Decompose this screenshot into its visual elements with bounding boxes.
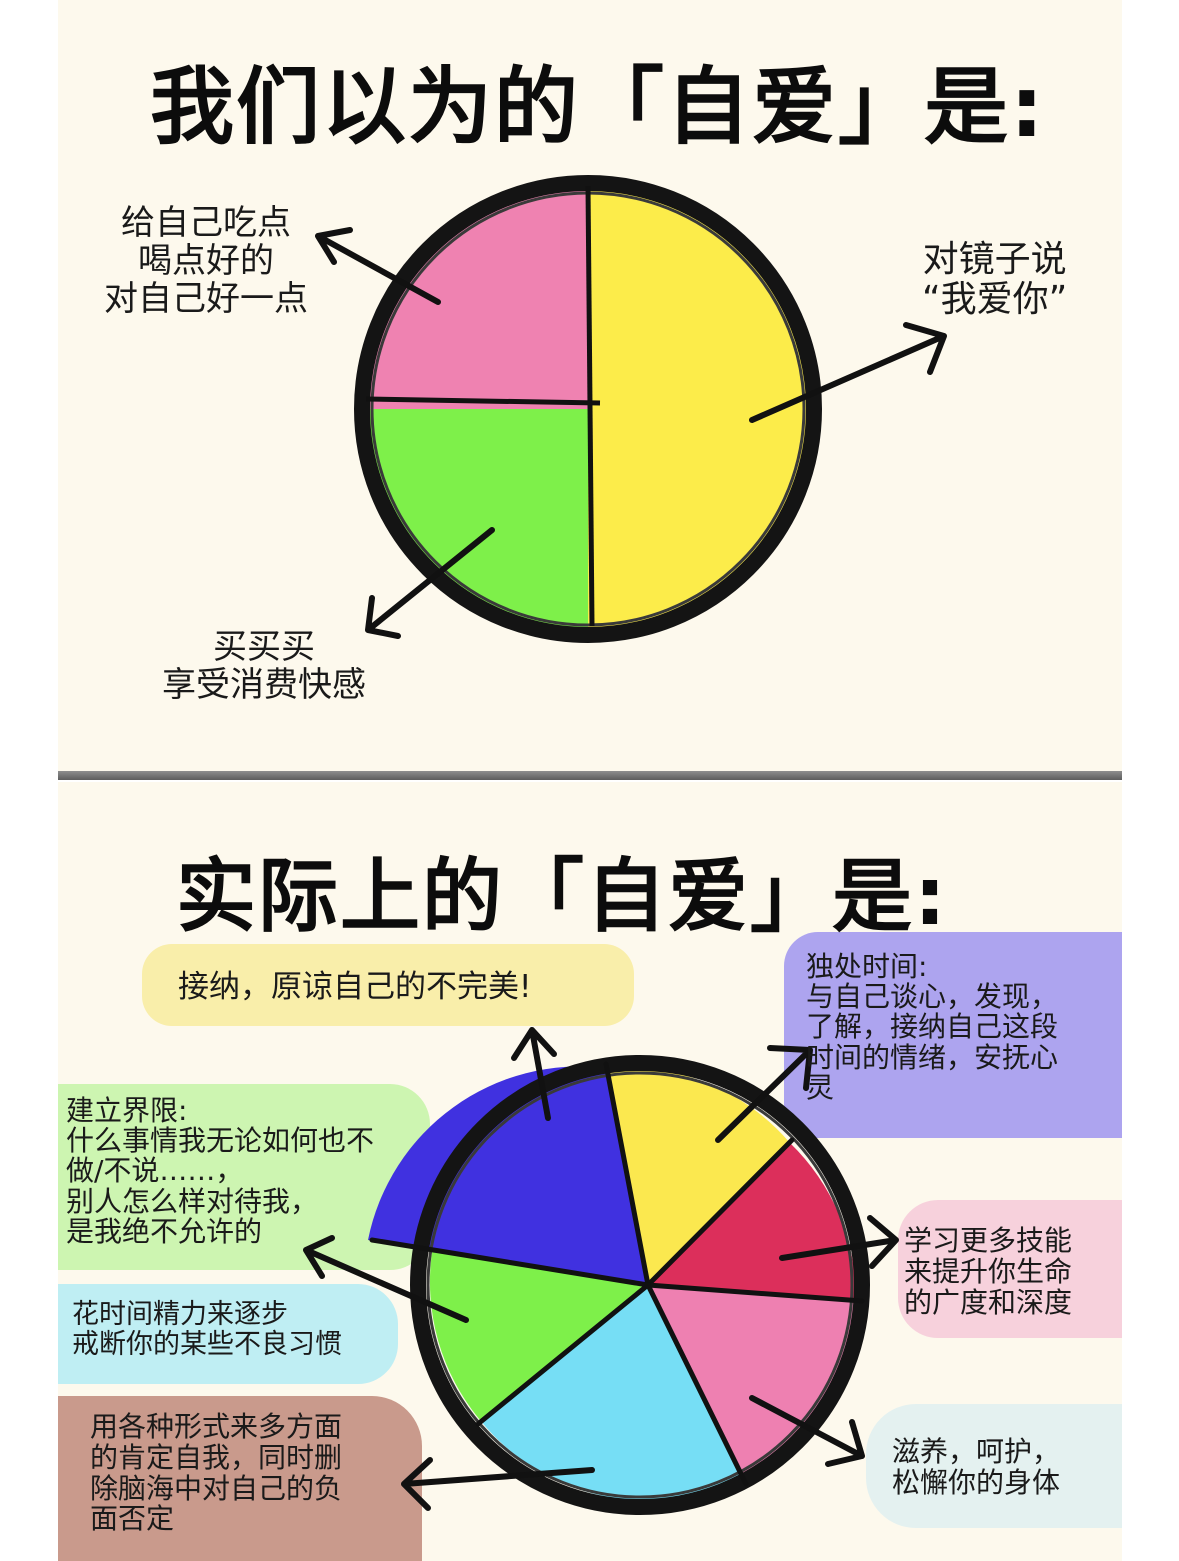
- bottom-divider-6: [369, 1237, 651, 1288]
- label-accept: 接纳，原谅自己的不完美!: [178, 969, 532, 1005]
- pie-segment-blue: [368, 1066, 648, 1285]
- bottom-divider-3: [645, 1282, 865, 1304]
- arrow-affirm: [401, 1457, 595, 1511]
- arrow-mirror: [749, 322, 947, 423]
- habits-box: [58, 1284, 398, 1384]
- bottom-divider-5: [475, 1282, 651, 1427]
- bottom-title: 实际上的「自爱」是:: [176, 850, 948, 943]
- bottom-divider-2: [645, 1137, 795, 1288]
- pie-segment-mirror: [588, 190, 807, 628]
- label-body: 滋养，呵护， 松懈你的身体: [892, 1435, 1061, 1500]
- label-skills: 学习更多技能 来提升你生命 的广度和深度: [904, 1224, 1073, 1319]
- bottom-divider-1: [603, 1061, 651, 1288]
- label-alone: 独处时间: 与自己谈心，发现， 了解，接纳自己这段 时间的情绪，安抚心 灵: [806, 950, 1059, 1104]
- arrow-food: [315, 227, 441, 305]
- pie-segment-shopping: [369, 409, 588, 628]
- bottom-arrows: [303, 1027, 899, 1511]
- bottom-divider-4: [645, 1282, 749, 1487]
- body-box: [866, 1404, 1122, 1528]
- skills-box: [898, 1200, 1122, 1338]
- pie-segment-yellow: [606, 1067, 790, 1285]
- arrow-boundary: [303, 1235, 469, 1323]
- panel-divider: [58, 771, 1122, 780]
- bottom-pie-rim-inner: [426, 1071, 854, 1499]
- label-habits: 花时间精力来逐步 戒断你的某些不良习惯: [72, 1299, 342, 1360]
- arrow-body: [749, 1395, 865, 1467]
- label-boundary: 建立界限: 什么事情我无论如何也不 做/不说……， 别人怎么样对待我， 是我绝不…: [66, 1094, 375, 1248]
- label-affirm: 用各种形式来多方面 的肯定自我，同时删 除脑海中对自己的负 面否定: [90, 1410, 343, 1536]
- arrow-alone: [715, 1045, 813, 1143]
- alone-box: [784, 932, 1122, 1138]
- top-pie-rim: [354, 175, 822, 643]
- label-mirror: 对镜子说 “我爱你”: [922, 239, 1068, 321]
- bottom-pie: [368, 1055, 870, 1515]
- label-shopping: 买买买 享受消费快感: [162, 627, 366, 706]
- top-title: 我们以为的「自爱」是:: [150, 58, 1046, 156]
- label-food: 给自己吃点 喝点好的 对自己好一点: [104, 203, 308, 320]
- top-divider-vertical: [585, 185, 595, 627]
- pie-segment-cyan: [480, 1285, 745, 1501]
- arrow-accept: [511, 1027, 557, 1121]
- pie-segment-food: [369, 190, 588, 409]
- top-divider-horizontal: [365, 396, 601, 406]
- top-pie: [354, 175, 822, 643]
- bottom-pie-rim: [410, 1055, 870, 1515]
- affirm-box: [58, 1396, 422, 1561]
- accept-box: [142, 944, 634, 1026]
- pie-segment-green: [429, 1252, 648, 1420]
- boundary-box: [58, 1084, 430, 1270]
- pie-segment-red: [648, 1143, 857, 1300]
- top-arrows: [315, 227, 947, 639]
- arrow-shopping: [365, 527, 495, 639]
- arrow-skills: [779, 1215, 899, 1269]
